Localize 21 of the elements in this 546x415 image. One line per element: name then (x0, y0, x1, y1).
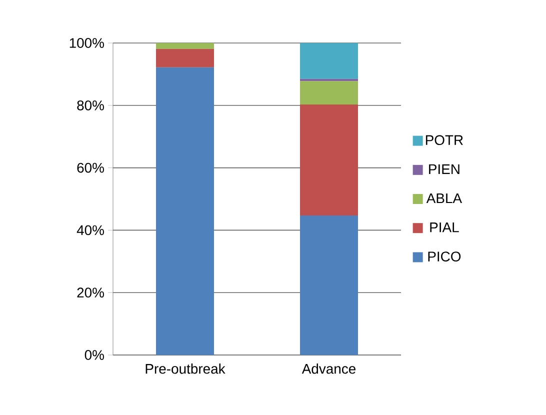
x-tick-label: Pre-outbreak (146, 364, 226, 374)
bar (300, 81, 358, 104)
bar (156, 48, 214, 68)
bar (156, 42, 214, 49)
legend-label: ABLA (426, 193, 462, 204)
y-tick-label: 40% (76, 225, 104, 236)
bar (300, 104, 358, 216)
bar (300, 78, 358, 82)
y-tick-label: 80% (77, 100, 104, 110)
y-tick-label: 60% (77, 162, 104, 173)
legend-label: POTR (426, 135, 463, 146)
y-tick-label: 0% (84, 350, 104, 360)
legend-label: PIAL (430, 222, 459, 232)
legend-label: PIEN (429, 164, 460, 174)
legend-label: PICO (428, 252, 461, 262)
x-tick-label: Advance (302, 364, 356, 374)
y-tick-label: 20% (77, 288, 104, 298)
bar (300, 216, 358, 355)
bar (300, 42, 358, 79)
y-tick-label: 100% (70, 38, 104, 48)
bar (156, 67, 214, 355)
